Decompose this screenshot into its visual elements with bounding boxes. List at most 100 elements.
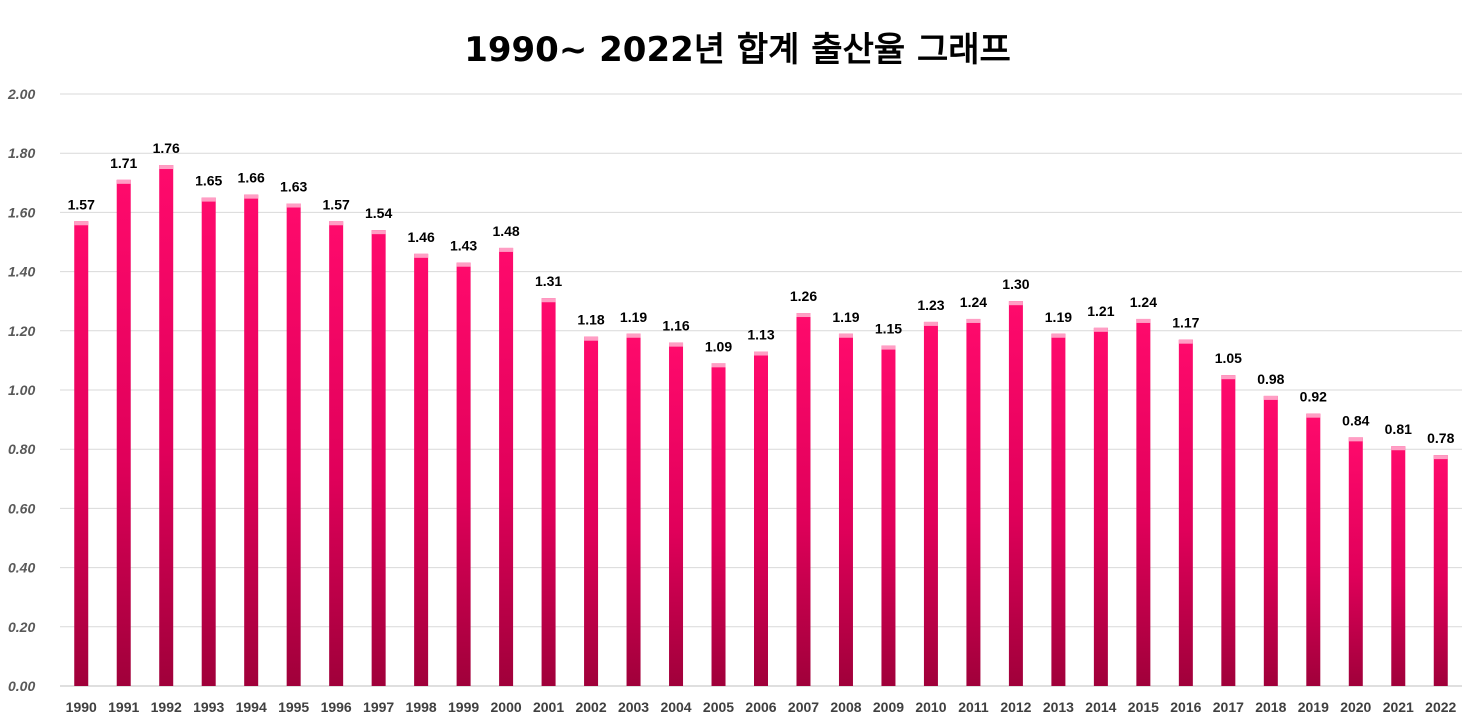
bar-highlight bbox=[456, 262, 471, 267]
bar bbox=[116, 179, 131, 686]
bar-highlight bbox=[1306, 413, 1321, 418]
data-label: 1.48 bbox=[492, 223, 519, 239]
bar bbox=[1348, 437, 1363, 686]
bar-highlight bbox=[1263, 395, 1278, 400]
x-tick-label: 2001 bbox=[533, 699, 564, 715]
x-tick-label: 2008 bbox=[830, 699, 861, 715]
data-label: 1.57 bbox=[68, 196, 95, 212]
bar-highlight bbox=[838, 333, 853, 338]
data-label: 1.76 bbox=[153, 140, 180, 156]
x-tick-label: 2019 bbox=[1298, 699, 1329, 715]
bar bbox=[584, 336, 599, 686]
bar bbox=[838, 333, 853, 686]
x-tick-label: 1990 bbox=[66, 699, 97, 715]
bar bbox=[1051, 333, 1066, 686]
data-label: 1.16 bbox=[662, 318, 689, 334]
bar-highlight bbox=[414, 253, 429, 258]
y-tick-label: 1.00 bbox=[8, 382, 35, 398]
bar bbox=[881, 345, 896, 686]
y-axis-ticks: 0.00 0.20 0.40 0.60 0.80 1.00 1.20 1.40 1.60 1.80… bbox=[7, 86, 35, 694]
bar-highlight bbox=[711, 363, 726, 368]
x-tick-label: 2021 bbox=[1383, 699, 1414, 715]
bar-highlight bbox=[1221, 375, 1236, 380]
bar-highlight bbox=[371, 230, 386, 235]
bar bbox=[923, 321, 938, 686]
bars bbox=[74, 165, 1448, 687]
data-label: 1.63 bbox=[280, 179, 307, 195]
data-labels: 1.57 1.71 1.76 1.65 1.66 1.63 1.57 1.54 1.46 1.43… bbox=[68, 140, 1455, 446]
y-tick-label: 1.60 bbox=[8, 204, 35, 220]
data-label: 1.66 bbox=[238, 170, 265, 186]
bar-highlight bbox=[116, 179, 131, 184]
data-label: 1.23 bbox=[917, 297, 944, 313]
data-label: 0.81 bbox=[1385, 421, 1412, 437]
data-label: 1.30 bbox=[1002, 276, 1029, 292]
bar bbox=[286, 203, 301, 686]
data-label: 1.21 bbox=[1087, 303, 1114, 319]
bar-highlight bbox=[626, 333, 641, 338]
bar bbox=[711, 363, 726, 686]
bar bbox=[1306, 413, 1321, 686]
bar-highlight bbox=[966, 318, 981, 323]
bar-highlight bbox=[1136, 318, 1151, 323]
y-tick-label: 0.40 bbox=[8, 560, 35, 576]
bar bbox=[329, 221, 344, 686]
bar bbox=[1433, 455, 1448, 686]
bar-highlight bbox=[1391, 446, 1406, 451]
x-tick-label: 2004 bbox=[660, 699, 691, 715]
data-label: 1.46 bbox=[407, 229, 434, 245]
x-tick-label: 2007 bbox=[788, 699, 819, 715]
x-tick-label: 2015 bbox=[1128, 699, 1159, 715]
x-tick-label: 2002 bbox=[575, 699, 606, 715]
bar bbox=[456, 262, 471, 686]
bar bbox=[1093, 327, 1108, 686]
bar bbox=[499, 247, 514, 687]
x-axis-ticks: 1990 1991 1992 1993 1994 1995 1996 1997 1998 1999… bbox=[66, 699, 1457, 715]
data-label: 1.19 bbox=[832, 309, 859, 325]
x-tick-label: 1991 bbox=[108, 699, 139, 715]
bar-highlight bbox=[1008, 301, 1023, 306]
bar-highlight bbox=[499, 247, 514, 252]
bar-highlight bbox=[201, 197, 216, 202]
data-label: 1.19 bbox=[1045, 309, 1072, 325]
x-tick-label: 2017 bbox=[1213, 699, 1244, 715]
x-tick-label: 1994 bbox=[236, 699, 267, 715]
bar bbox=[1008, 301, 1023, 686]
bar bbox=[669, 342, 684, 686]
x-tick-label: 2012 bbox=[1000, 699, 1031, 715]
data-label: 1.71 bbox=[110, 155, 137, 171]
data-label: 1.43 bbox=[450, 238, 477, 254]
bar-highlight bbox=[74, 221, 89, 226]
bar-highlight bbox=[329, 221, 344, 226]
bar bbox=[414, 253, 429, 686]
bar bbox=[1221, 375, 1236, 686]
y-tick-label: 1.20 bbox=[8, 323, 35, 339]
bar bbox=[966, 318, 981, 686]
x-tick-label: 2022 bbox=[1425, 699, 1456, 715]
bar-highlight bbox=[584, 336, 599, 341]
bar bbox=[1178, 339, 1193, 686]
x-tick-label: 1998 bbox=[406, 699, 437, 715]
data-label: 1.31 bbox=[535, 273, 562, 289]
bar bbox=[1391, 446, 1406, 686]
x-tick-label: 1995 bbox=[278, 699, 309, 715]
bar-highlight bbox=[754, 351, 768, 356]
bar-highlight bbox=[1348, 437, 1363, 442]
bar bbox=[1263, 395, 1278, 686]
bar-highlight bbox=[286, 203, 301, 208]
bar bbox=[626, 333, 641, 686]
data-label: 1.15 bbox=[875, 321, 902, 337]
x-tick-label: 2016 bbox=[1170, 699, 1201, 715]
bar-highlight bbox=[1178, 339, 1193, 344]
y-tick-label: 0.60 bbox=[8, 500, 35, 516]
chart-title: 1990~ 2022년 합계 출산율 그래프 bbox=[464, 30, 1011, 70]
y-tick-label: 1.40 bbox=[8, 264, 35, 280]
bar bbox=[74, 221, 89, 686]
y-tick-label: 0.00 bbox=[8, 678, 35, 694]
x-tick-label: 2005 bbox=[703, 699, 734, 715]
bar bbox=[754, 351, 768, 686]
bar-highlight bbox=[923, 321, 938, 326]
bar-highlight bbox=[244, 194, 259, 199]
